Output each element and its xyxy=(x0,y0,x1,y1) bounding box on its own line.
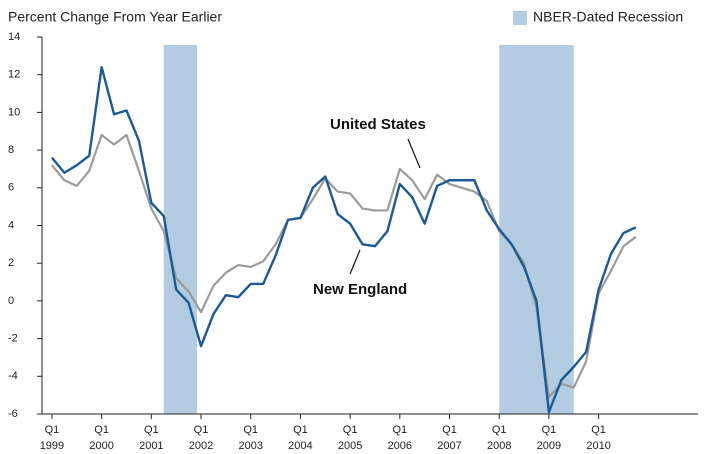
y-tick-label: 6 xyxy=(8,182,14,194)
y-tick-label: 2 xyxy=(8,257,14,269)
x-tick-label: Q1 2005 xyxy=(338,424,362,452)
y-tick-label: -4 xyxy=(8,370,18,382)
recession-band xyxy=(163,45,198,414)
y-tick-label: 14 xyxy=(8,31,20,43)
annotation-pointer xyxy=(349,249,361,275)
x-tick-label: Q1 2003 xyxy=(238,424,262,452)
x-tick-label: Q1 2004 xyxy=(288,424,312,452)
x-tick-label: Q1 2001 xyxy=(139,424,163,452)
annotation-pointer xyxy=(407,138,421,169)
x-tick-label: Q1 2009 xyxy=(537,424,561,452)
series-annotation: United States xyxy=(330,116,426,133)
x-tick-label: Q1 2007 xyxy=(437,424,461,452)
y-tick-label: -6 xyxy=(8,408,18,420)
x-tick-label: Q1 2010 xyxy=(586,424,610,452)
x-tick-label: Q1 2008 xyxy=(487,424,511,452)
series-annotation: New England xyxy=(313,281,407,298)
y-axis-title: Percent Change From Year Earlier xyxy=(8,9,222,25)
x-tick-label: Q1 2002 xyxy=(189,424,213,452)
y-tick-label: 0 xyxy=(8,295,14,307)
y-tick-label: 12 xyxy=(8,69,20,81)
y-tick-label: 4 xyxy=(8,219,14,231)
y-tick-label: 8 xyxy=(8,144,14,156)
legend-label: NBER-Dated Recession xyxy=(533,9,683,25)
y-tick-label: -2 xyxy=(8,333,18,345)
x-tick-label: Q1 2006 xyxy=(388,424,412,452)
x-tick-label: Q1 2000 xyxy=(89,424,113,452)
y-tick-label: 10 xyxy=(8,106,20,118)
series-line xyxy=(51,65,637,414)
recession-band xyxy=(499,45,574,414)
x-tick-label: Q1 1999 xyxy=(40,424,64,452)
legend-swatch xyxy=(513,11,527,25)
